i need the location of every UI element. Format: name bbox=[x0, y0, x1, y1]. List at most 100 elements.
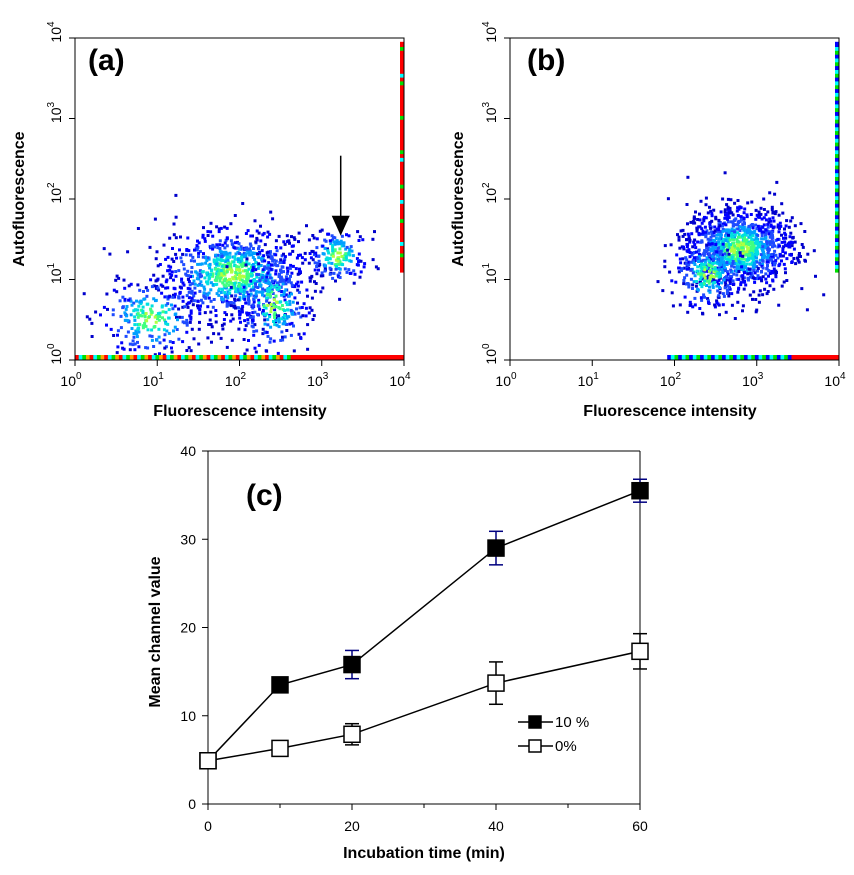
panel-b-x-ticks: 100 101 102 103 104 bbox=[495, 360, 846, 389]
panel-a-point bbox=[126, 250, 130, 254]
panel-b-point bbox=[701, 231, 705, 235]
panel-b-point bbox=[755, 256, 758, 260]
panel-b-point bbox=[752, 261, 756, 265]
panel-b-point bbox=[712, 261, 716, 265]
panel-b-edge-right-segment bbox=[835, 83, 839, 90]
panel-b-point bbox=[767, 220, 771, 224]
panel-a-point bbox=[318, 263, 322, 266]
panel-a-point bbox=[290, 292, 293, 296]
panel-a-point bbox=[273, 315, 276, 319]
panel-b-point bbox=[759, 253, 763, 257]
panel-a-edge-right-segment bbox=[400, 252, 404, 258]
panel-a-point bbox=[215, 257, 219, 261]
panel-a-point bbox=[240, 283, 244, 287]
panel-b-edge-right-segment bbox=[835, 68, 839, 74]
panel-b-point bbox=[688, 251, 692, 254]
panel-a-point bbox=[280, 254, 284, 258]
panel-a-point bbox=[239, 245, 243, 249]
panel-a-edge-bottom-segment bbox=[246, 355, 251, 360]
panel-a-point bbox=[314, 254, 318, 258]
panel-b-point bbox=[768, 241, 772, 245]
panel-b-point bbox=[757, 300, 761, 304]
panel-b-edge-bottom-segment bbox=[707, 355, 712, 360]
panel-a-point bbox=[211, 283, 215, 287]
panel-a-edge-bottom-segment bbox=[363, 355, 368, 360]
panel-b-point bbox=[766, 260, 770, 264]
panel-b-point bbox=[781, 254, 785, 258]
panel-a-point bbox=[245, 348, 249, 352]
panel-a-point bbox=[171, 295, 175, 299]
panel-a-point bbox=[289, 281, 293, 285]
panel-a-point bbox=[295, 307, 298, 311]
panel-a-edge-bottom-segment bbox=[181, 355, 186, 360]
panel-a-point bbox=[115, 290, 119, 294]
panel-a-point bbox=[172, 260, 176, 263]
panel-a-point bbox=[244, 276, 248, 280]
panel-b-point bbox=[737, 257, 740, 261]
panel-b-point bbox=[710, 261, 714, 265]
panel-a-point bbox=[233, 214, 237, 217]
panel-b-point bbox=[739, 215, 743, 219]
panel-b-point bbox=[742, 280, 746, 284]
panel-b-point bbox=[724, 238, 728, 242]
panel-a-edge-bottom-segment bbox=[126, 355, 131, 360]
panel-a-point bbox=[222, 318, 226, 321]
panel-a-edge-right-segment bbox=[400, 225, 404, 231]
panel-a-point bbox=[326, 247, 329, 251]
panel-a-edge-bottom-segment bbox=[195, 355, 200, 360]
panel-a-point bbox=[245, 282, 249, 286]
panel-b-point bbox=[722, 238, 726, 241]
panel-b-point bbox=[770, 205, 774, 209]
panel-a-point bbox=[152, 284, 156, 288]
panel-a-point bbox=[284, 301, 288, 304]
panel-a-edge-bottom-segment bbox=[129, 355, 134, 360]
panel-b-point bbox=[677, 238, 681, 242]
panel-b-point bbox=[771, 271, 775, 275]
panel-a-point bbox=[144, 312, 148, 315]
panel-a-point bbox=[206, 234, 210, 237]
panel-a-point bbox=[291, 264, 295, 268]
panel-b-point bbox=[773, 261, 777, 265]
panel-a-edge-right-segment bbox=[400, 256, 404, 262]
panel-a-point bbox=[280, 290, 284, 293]
panel-a-point bbox=[257, 290, 261, 294]
panel-b-point bbox=[717, 242, 721, 246]
panel-a-point bbox=[246, 321, 250, 325]
panel-a-point bbox=[315, 237, 319, 241]
panel-a-point bbox=[209, 269, 213, 273]
panel-b-point bbox=[746, 276, 750, 280]
panel-a-point bbox=[128, 348, 132, 352]
panel-b-point bbox=[763, 243, 766, 246]
panel-a-point bbox=[328, 257, 332, 261]
panel-b-point bbox=[677, 235, 681, 239]
panel-a-point bbox=[247, 293, 251, 297]
panel-a-edge-bottom-segment bbox=[89, 355, 94, 360]
panel-b-point bbox=[756, 277, 760, 281]
panel-a-point bbox=[224, 238, 228, 242]
legend-label: 10 % bbox=[555, 714, 589, 731]
panel-b-point bbox=[707, 266, 710, 270]
panel-b-point bbox=[685, 203, 689, 206]
panel-a-point bbox=[195, 277, 199, 281]
panel-a-x-ticks: 100 101 102 103 104 bbox=[60, 360, 411, 389]
panel-a-point bbox=[174, 252, 178, 256]
panel-a-point bbox=[148, 245, 152, 249]
panel-b-point bbox=[702, 253, 706, 257]
panel-a-point bbox=[283, 335, 287, 339]
panel-a-point bbox=[331, 276, 335, 280]
panel-a-point bbox=[261, 257, 265, 261]
panel-b-point bbox=[780, 233, 783, 237]
panel-a-point bbox=[294, 267, 298, 271]
panel-b-point bbox=[715, 299, 719, 303]
panel-b-point bbox=[731, 279, 735, 283]
panel-b-point bbox=[730, 255, 734, 259]
panel-a-point bbox=[198, 320, 201, 324]
panel-b-point bbox=[728, 230, 732, 234]
panel-b-point bbox=[770, 253, 774, 256]
panel-b-point bbox=[761, 255, 764, 259]
panel-a-point bbox=[215, 269, 219, 273]
panel-a-point bbox=[161, 284, 165, 288]
panel-a-point bbox=[317, 268, 320, 272]
panel-a-point bbox=[130, 303, 134, 307]
panel-b-point bbox=[801, 245, 805, 249]
